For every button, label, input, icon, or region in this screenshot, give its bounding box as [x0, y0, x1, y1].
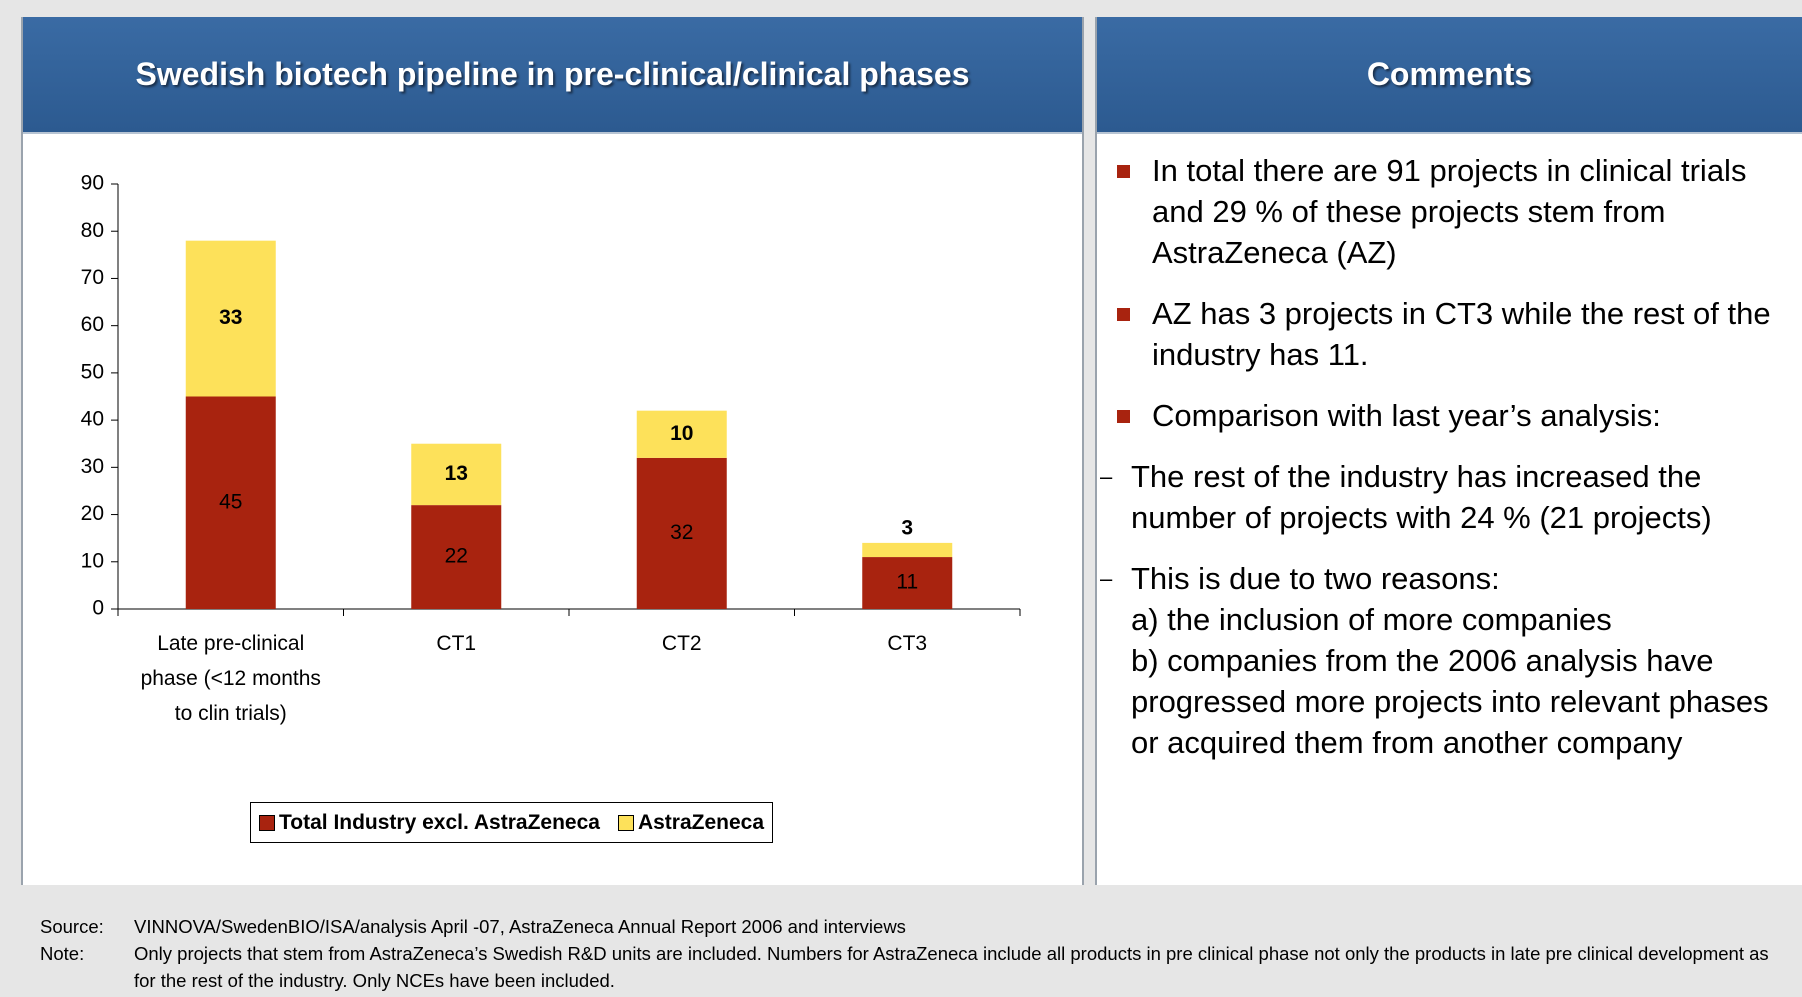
bar [862, 557, 953, 609]
y-tick-label: 10 [81, 549, 104, 572]
x-tick-label: CT3 [887, 632, 928, 655]
sub-bullet: This is due to two reasons: a) the inclu… [1038, 558, 1791, 763]
bar [411, 443, 502, 506]
legend-swatch [617, 814, 634, 831]
source-label: Source: [40, 916, 104, 937]
y-tick-label: 0 [92, 597, 104, 620]
y-tick-label: 50 [81, 360, 104, 383]
data-label: 33 [219, 306, 242, 329]
note: Only projects that stem from AstraZeneca… [134, 943, 1769, 991]
data-label: 32 [670, 521, 693, 544]
y-tick-label: 30 [81, 455, 104, 478]
y-tick-label: 70 [81, 266, 104, 289]
data-label: 13 [445, 462, 468, 485]
bar [185, 396, 276, 609]
data-label: 3 [901, 516, 913, 539]
legend: Total Industry excl. AstraZeneca AstraZen… [250, 802, 773, 843]
x-tick-label: CT2 [661, 632, 702, 655]
legend-label: Total Industry excl. AstraZeneca [279, 810, 600, 834]
bar [636, 410, 727, 458]
chart-title: Swedish biotech pipeline in pre-clinical… [23, 17, 1082, 134]
bar [636, 457, 727, 609]
y-tick-label: 40 [81, 408, 104, 431]
legend-item: AstraZeneca [617, 810, 764, 835]
bullet: In total there are 91 projects in clinic… [1095, 150, 1795, 273]
note-label: Note: [40, 943, 85, 964]
data-label: 11 [896, 571, 918, 594]
source: VINNOVA/SwedenBIO/ISA/analysis April -07… [134, 916, 906, 937]
footer: Source: VINNOVA/SwedenBIO/ISA/analysis Ap… [40, 913, 1780, 994]
bar [185, 240, 276, 397]
comments-title: Comments [1097, 17, 1802, 134]
legend-swatch [259, 814, 275, 831]
y-tick-label: 90 [81, 172, 104, 195]
y-tick-label: 80 [81, 219, 104, 242]
data-label: 22 [445, 545, 468, 568]
x-tick-label: Late pre-clinical phase (<12 months to c… [140, 632, 321, 725]
bullet: Comparison with last year’s analysis: [1095, 395, 1795, 436]
x-tick-label: CT1 [436, 632, 477, 655]
data-label: 45 [219, 490, 242, 513]
legend-label: AstraZeneca [637, 810, 764, 834]
comments: In total there are 91 projects in clinic… [1095, 150, 1795, 783]
y-tick-label: 20 [81, 502, 104, 525]
data-label: 10 [670, 422, 693, 445]
sub-bullet: The rest of the industry has increased t… [1038, 456, 1791, 538]
legend-item: Total Industry excl. AstraZeneca [259, 811, 600, 835]
bullet: AZ has 3 projects in CT3 while the rest … [1095, 293, 1795, 375]
y-tick-label: 60 [81, 313, 104, 336]
bar [862, 542, 953, 558]
bar [411, 505, 502, 609]
